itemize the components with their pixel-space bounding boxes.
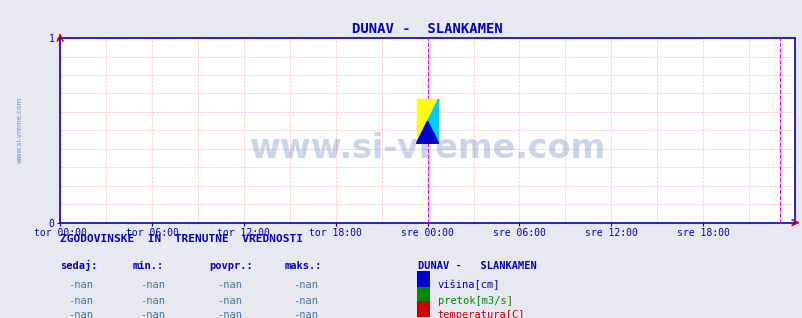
Text: -nan: -nan: [140, 296, 165, 306]
Text: -nan: -nan: [217, 296, 241, 306]
Text: DUNAV -   SLANKAMEN: DUNAV - SLANKAMEN: [417, 261, 536, 271]
Text: -nan: -nan: [140, 280, 165, 290]
Text: maks.:: maks.:: [285, 261, 322, 271]
Text: -nan: -nan: [293, 280, 318, 290]
Text: temperatura[C]: temperatura[C]: [437, 310, 525, 318]
Title: DUNAV -  SLANKAMEN: DUNAV - SLANKAMEN: [352, 22, 502, 36]
Text: ZGODOVINSKE  IN  TRENUTNE  VREDNOSTI: ZGODOVINSKE IN TRENUTNE VREDNOSTI: [60, 234, 303, 244]
Text: -nan: -nan: [293, 296, 318, 306]
Text: www.si-vreme.com: www.si-vreme.com: [17, 97, 22, 163]
Polygon shape: [416, 121, 438, 143]
Polygon shape: [416, 99, 438, 143]
Text: višina[cm]: višina[cm]: [437, 280, 500, 290]
Text: -nan: -nan: [293, 310, 318, 318]
Text: -nan: -nan: [140, 310, 165, 318]
Text: -nan: -nan: [68, 296, 93, 306]
Text: -nan: -nan: [68, 310, 93, 318]
Text: sedaj:: sedaj:: [60, 260, 98, 271]
Text: -nan: -nan: [217, 310, 241, 318]
Text: min.:: min.:: [132, 261, 164, 271]
Text: pretok[m3/s]: pretok[m3/s]: [437, 296, 512, 306]
Text: www.si-vreme.com: www.si-vreme.com: [249, 132, 605, 165]
Polygon shape: [416, 99, 438, 143]
Text: -nan: -nan: [217, 280, 241, 290]
Text: povpr.:: povpr.:: [209, 261, 252, 271]
Text: -nan: -nan: [68, 280, 93, 290]
